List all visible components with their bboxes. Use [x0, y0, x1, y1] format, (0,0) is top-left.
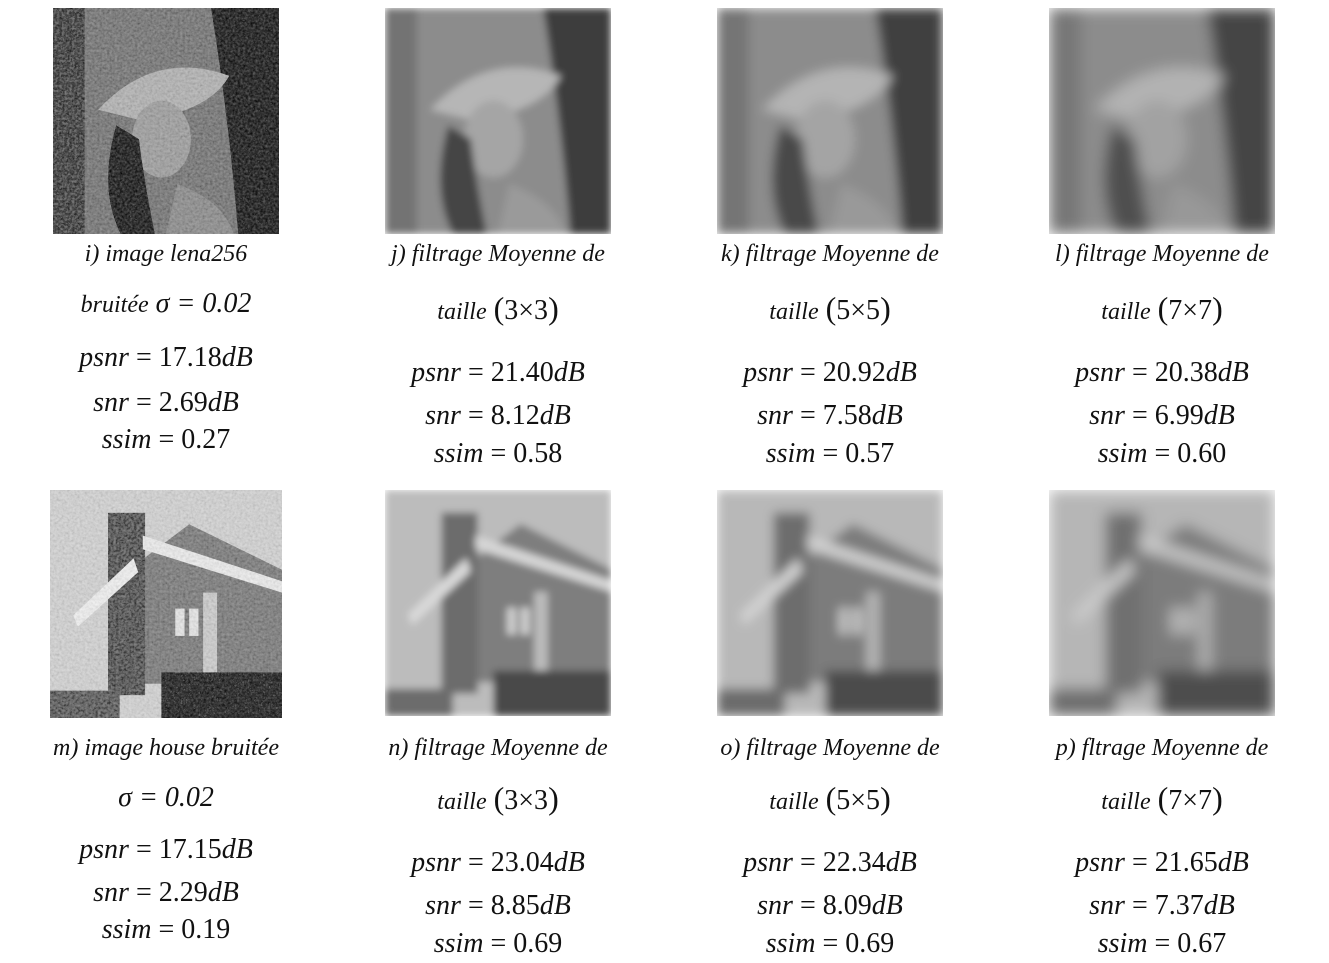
caption: m) image house bruitée: [53, 735, 279, 761]
snr-value: snr = 6.99dB: [1089, 400, 1235, 431]
caption-line-2: taille (5×5): [769, 780, 891, 816]
psnr-value: psnr = 17.15dB: [79, 834, 253, 865]
ssim-value: ssim = 0.58: [433, 438, 563, 469]
caption: l) filtrage Moyenne de: [1055, 241, 1269, 267]
psnr-value: psnr = 17.18dB: [79, 342, 253, 373]
house-mean-5x5-image: [717, 490, 943, 716]
psnr-value: psnr = 21.40dB: [411, 357, 585, 388]
figure-cell-m: m) image house bruitée σ = 0.02 psnr = 1…: [0, 482, 332, 963]
snr-value: snr = 8.09dB: [757, 890, 903, 921]
caption: o) filtrage Moyenne de: [720, 735, 940, 761]
caption-line-2: taille (3×3): [437, 290, 559, 326]
caption: p) fltrage Moyenne de: [1055, 735, 1269, 761]
ssim-value: ssim = 0.69: [433, 928, 563, 959]
caption-line-2: taille (7×7): [1101, 780, 1223, 816]
caption: n) filtrage Moyenne de: [388, 735, 608, 761]
caption-line-2: σ = 0.02: [118, 782, 214, 813]
figure-cell-o: o) filtrage Moyenne de taille (5×5) psnr…: [664, 482, 996, 963]
snr-value: snr = 7.58dB: [757, 400, 903, 431]
house-mean-7x7-image: [1049, 490, 1275, 716]
figure-cell-n: n) filtrage Moyenne de taille (3×3) psnr…: [332, 482, 664, 963]
figure-cell-k: k) filtrage Moyenne de taille (5×5) psnr…: [664, 0, 996, 481]
ssim-value: ssim = 0.60: [1097, 438, 1227, 469]
lena-noisy-image: [53, 8, 279, 234]
ssim-value: ssim = 0.69: [765, 928, 895, 959]
snr-value: snr = 8.12dB: [425, 400, 571, 431]
lena-mean-3x3-image: [385, 8, 611, 234]
caption-line-2: taille (7×7): [1101, 290, 1223, 326]
snr-value: snr = 7.37dB: [1089, 890, 1235, 921]
house-noisy-image: [50, 490, 282, 718]
caption: j) filtrage Moyenne de: [391, 241, 605, 267]
caption-line-2: taille (5×5): [769, 290, 891, 326]
snr-value: snr = 8.85dB: [425, 890, 571, 921]
psnr-value: psnr = 20.38dB: [1075, 357, 1249, 388]
lena-mean-5x5-image: [717, 8, 943, 234]
figure-cell-l: l) filtrage Moyenne de taille (7×7) psnr…: [996, 0, 1328, 481]
lena-mean-7x7-image: [1049, 8, 1275, 234]
psnr-value: psnr = 20.92dB: [743, 357, 917, 388]
psnr-value: psnr = 22.34dB: [743, 847, 917, 878]
caption: k) filtrage Moyenne de: [721, 241, 939, 267]
caption: i) image lena256: [84, 241, 248, 267]
figure-cell-j: j) filtrage Moyenne de taille (3×3) psnr…: [332, 0, 664, 481]
house-mean-3x3-image: [385, 490, 611, 716]
ssim-value: ssim = 0.19: [101, 914, 231, 945]
ssim-value: ssim = 0.57: [765, 438, 895, 469]
ssim-value: ssim = 0.67: [1097, 928, 1227, 959]
psnr-value: psnr = 21.65dB: [1075, 847, 1249, 878]
snr-value: snr = 2.29dB: [93, 877, 239, 908]
caption-line-2: bruitée σ = 0.02: [80, 288, 252, 319]
figure-cell-p: p) fltrage Moyenne de taille (7×7) psnr …: [996, 482, 1328, 963]
psnr-value: psnr = 23.04dB: [411, 847, 585, 878]
figure-cell-i: i) image lena256 bruitée σ = 0.02 psnr =…: [0, 0, 332, 481]
caption-line-2: taille (3×3): [437, 780, 559, 816]
ssim-value: ssim = 0.27: [101, 424, 231, 455]
snr-value: snr = 2.69dB: [93, 387, 239, 418]
